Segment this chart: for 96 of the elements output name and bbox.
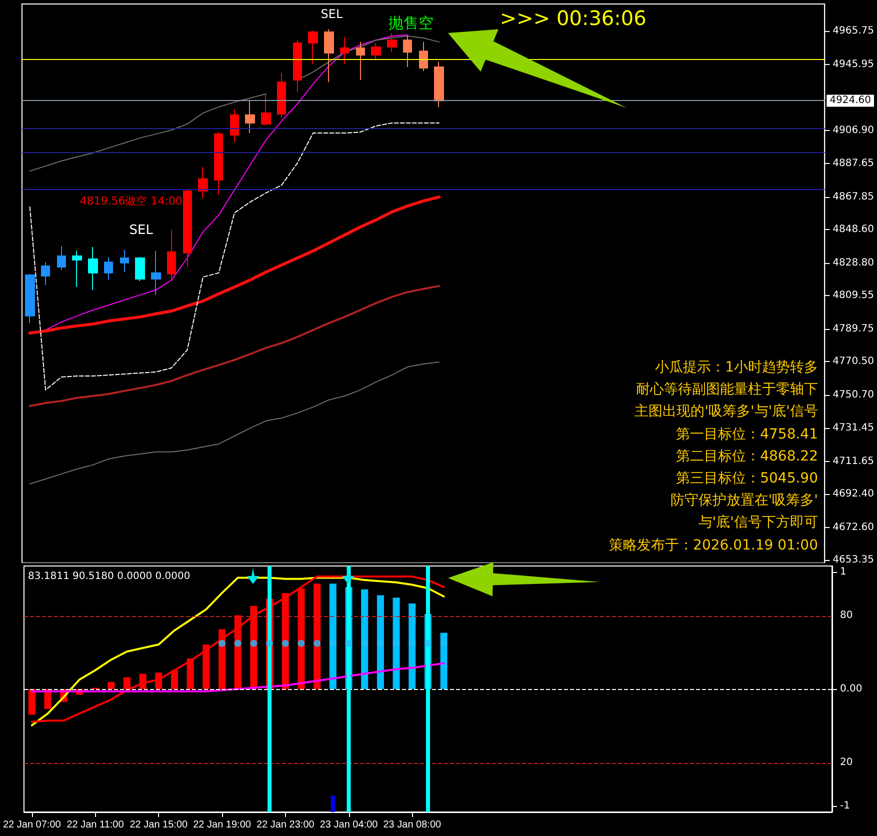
- y-tick-label: 4711.65: [832, 456, 874, 467]
- candlestick: [104, 256, 113, 281]
- bar: [329, 584, 336, 689]
- bar: [408, 603, 416, 689]
- line-series: [45, 34, 408, 330]
- annotation: SEL: [320, 6, 343, 21]
- bar: [170, 670, 178, 689]
- text: 80: [838, 610, 855, 622]
- line-series: [28, 284, 440, 408]
- text: 防守保护放置在'吸筹多': [670, 492, 818, 510]
- text: 第三目标位：5045.90: [676, 470, 818, 488]
- text: 20: [838, 756, 855, 769]
- text: 耐心等待副图能量柱于零轴下: [636, 382, 818, 399]
- bar: [186, 658, 194, 689]
- line-series: [30, 662, 445, 692]
- bar: [282, 592, 289, 689]
- candlestick: [419, 41, 428, 72]
- candlestick: [198, 166, 208, 199]
- candlestick: [293, 40, 302, 93]
- candlestick: [308, 30, 318, 64]
- candlestick: [25, 273, 35, 324]
- x-tick-label: 22 Jan 07:00: [2, 820, 62, 830]
- candlestick: [371, 42, 381, 60]
- candlestick: [324, 28, 334, 83]
- candlestick: [183, 189, 192, 268]
- annotation: 抛售空: [388, 14, 434, 32]
- line-series: [29, 361, 440, 484]
- line-series: [29, 122, 440, 390]
- x-tick-label: 22 Jan 23:00: [256, 820, 315, 830]
- y-tick-label: 1: [840, 566, 846, 578]
- candlestick: [41, 262, 50, 286]
- bar: [108, 682, 115, 689]
- x-tick-label: 22 Jan 19:00: [193, 820, 252, 830]
- bar: [218, 629, 226, 689]
- bar: [330, 796, 335, 812]
- text: >>> 00:36:06: [500, 6, 646, 30]
- annotation: 4819.56做空 14:00: [80, 194, 182, 208]
- text: 与'底'信号下方即可: [698, 514, 818, 532]
- candlestick: [403, 36, 412, 68]
- bar: [392, 598, 400, 689]
- y-tick-label: 4965.75: [832, 26, 874, 37]
- text: 小瓜提示：1小时趋势转多: [655, 360, 818, 376]
- candlestick: [135, 256, 145, 282]
- ref-line-label: 4924.60: [830, 95, 872, 106]
- text: 策略发布于：2026.01.19 01:00: [609, 537, 818, 554]
- bar: [28, 689, 36, 715]
- candlestick: [277, 72, 286, 118]
- bar: [361, 589, 368, 689]
- y-tick-label: 4887.65: [832, 158, 874, 169]
- text: 主图出现的'吸筹多'与'底'信号: [634, 404, 818, 421]
- y-tick-label: 4692.40: [832, 488, 874, 500]
- candlestick: [151, 250, 161, 296]
- x-tick-label: 23 Jan 08:00: [383, 820, 442, 830]
- x-tick-label: 23 Jan 04:00: [320, 820, 378, 830]
- y-tick-label: 4731.45: [832, 422, 874, 434]
- y-tick-label: 4906.90: [832, 125, 874, 136]
- y-tick-label: 4653.35: [832, 554, 874, 566]
- y-tick-label: 4770.50: [832, 356, 874, 368]
- x-tick-label: 22 Jan 15:00: [130, 820, 188, 830]
- annotation: 83.1811 90.5180 0.0000 0.0000: [26, 571, 192, 583]
- candlestick: [230, 108, 239, 143]
- bar: [376, 595, 384, 689]
- candlestick: [245, 100, 255, 134]
- bar: [268, 566, 272, 812]
- text: 第二目标位：4868.22: [676, 448, 818, 466]
- bar: [314, 584, 321, 689]
- candlestick: [72, 250, 82, 288]
- y-tick-label: 4848.60: [832, 224, 874, 235]
- y-tick-label: 4809.55: [832, 290, 874, 302]
- y-tick-label: -1: [840, 800, 850, 812]
- candlestick: [340, 36, 349, 64]
- x-tick-label: 22 Jan 11:00: [66, 820, 124, 830]
- line-series: [28, 196, 441, 335]
- bar: [298, 588, 305, 689]
- candlestick: [261, 93, 271, 126]
- bar: [426, 566, 430, 812]
- candlestick: [120, 249, 129, 273]
- y-tick-label: 4789.75: [832, 324, 874, 335]
- candlestick: [387, 32, 397, 53]
- y-tick-label: 4945.95: [832, 59, 874, 70]
- candlestick: [57, 245, 66, 271]
- annotation: SEL: [129, 223, 153, 239]
- y-tick-label: 4750.70: [832, 390, 874, 401]
- y-tick-label: 4672.60: [832, 522, 874, 533]
- y-tick-label: 0.00: [840, 684, 862, 694]
- bar: [123, 677, 130, 689]
- candlestick: [214, 132, 223, 196]
- candlestick: [356, 41, 365, 81]
- text: 第一目标位：4758.41: [676, 426, 818, 443]
- candlestick: [88, 246, 98, 291]
- y-tick-label: 4867.85: [832, 191, 874, 202]
- candlestick: [434, 61, 444, 108]
- y-tick-label: 4828.80: [832, 257, 874, 268]
- bar: [202, 644, 210, 689]
- candlestick: [167, 229, 176, 280]
- bar: [250, 606, 258, 689]
